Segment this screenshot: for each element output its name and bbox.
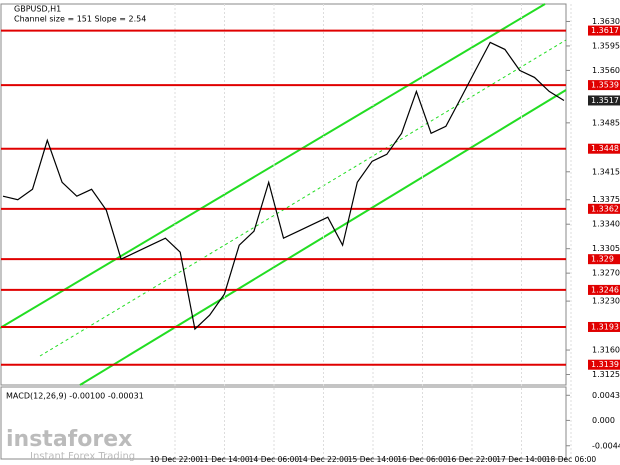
level-label: 1.3246	[591, 285, 619, 294]
y-tick-label: 1.3270	[592, 269, 620, 278]
x-tick-label: 16 Dec 06:00	[397, 455, 448, 464]
macd-tick-label: 0.000	[592, 416, 615, 425]
y-tick-label: 1.3595	[592, 41, 620, 50]
y-tick-label: 1.3375	[592, 195, 620, 204]
level-box	[588, 254, 620, 265]
x-tick-label: 16 Dec 22:00	[447, 455, 498, 464]
y-tick-label: 1.3125	[592, 370, 620, 379]
level-box	[588, 143, 620, 154]
plot-frame	[0, 3, 567, 386]
last-price-box	[588, 95, 620, 106]
watermark-brand: instaforex	[6, 427, 132, 452]
x-tick-label: 15 Dec 14:00	[348, 455, 399, 464]
x-tick-label: 11 Dec 14:00	[199, 455, 250, 464]
y-tick-label: 1.3160	[592, 346, 620, 355]
level-box	[588, 25, 620, 36]
y-tick-label: 1.3305	[592, 244, 620, 253]
level-box	[588, 80, 620, 91]
macd-tick-label: -0.0044	[592, 441, 620, 450]
y-tick-label: 1.3560	[592, 66, 620, 75]
y-tick-label: 1.3630	[592, 17, 620, 26]
x-tick-label: 18 Dec 06:00	[546, 455, 597, 464]
level-box	[588, 284, 620, 295]
watermark-tagline: Instant Forex Trading	[30, 451, 135, 462]
x-tick-label: 14 Dec 22:00	[298, 455, 349, 464]
y-tick-label: 1.3340	[592, 220, 620, 229]
price-line	[2, 41, 565, 331]
x-tick-label: 10 Dec 22:00	[150, 455, 201, 464]
channel-middle	[39, 39, 567, 357]
level-label: 1.3139	[591, 360, 619, 369]
y-tick-label: 1.3415	[592, 167, 620, 176]
level-box	[588, 203, 620, 214]
level-box	[588, 359, 620, 370]
y-tick-label: 1.3230	[592, 297, 620, 306]
x-tick-label: 17 Dec 14:00	[496, 455, 547, 464]
channel-upper	[0, 3, 546, 329]
macd-tick-label: 0.00436	[592, 391, 620, 400]
chart-title: GBPUSD,H1	[14, 5, 61, 14]
chart-subtitle: Channel size = 151 Slope = 2.54	[14, 15, 146, 24]
last-price-label: 1.3517	[591, 96, 619, 105]
macd-label: MACD(12,26,9) -0.00100 -0.00031	[6, 392, 144, 401]
level-label: 1.329	[591, 255, 614, 264]
level-label: 1.3193	[591, 322, 619, 331]
level-label: 1.3448	[591, 144, 619, 153]
level-box	[588, 321, 620, 332]
y-tick-label: 1.3485	[592, 118, 620, 127]
macd-frame	[0, 386, 567, 460]
x-tick-label: 14 Dec 06:00	[249, 455, 300, 464]
level-label: 1.3617	[591, 26, 619, 35]
level-label: 1.3362	[591, 204, 619, 213]
level-label: 1.3539	[591, 81, 619, 90]
